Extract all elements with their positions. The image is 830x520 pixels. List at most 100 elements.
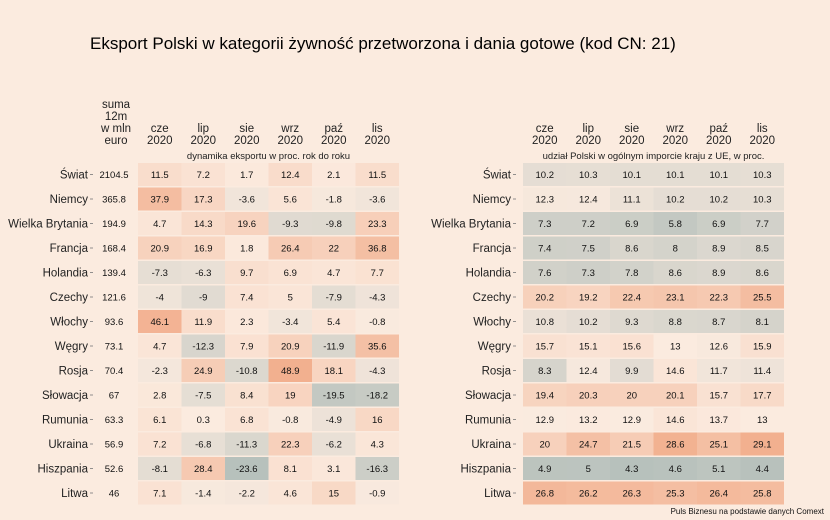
heatmap-cell bbox=[610, 432, 654, 456]
cell-value: 20.9 bbox=[151, 244, 170, 255]
heatmap-cell bbox=[653, 163, 697, 186]
cell-value: -7.9 bbox=[326, 293, 342, 304]
cell-value: 7.5 bbox=[582, 244, 595, 255]
sum-header: suma bbox=[102, 99, 131, 111]
row-label: Włochy bbox=[473, 317, 511, 329]
heatmap-cell bbox=[740, 457, 784, 480]
row-label: Ukraina bbox=[471, 439, 511, 451]
cell-value: -0.8 bbox=[369, 317, 385, 328]
row-label: Hiszpania bbox=[461, 464, 512, 476]
cell-value: 8.6 bbox=[625, 244, 638, 255]
cell-value: 23.3 bbox=[368, 219, 387, 230]
cell-value: 36.8 bbox=[368, 244, 387, 255]
column-header: 2020 bbox=[364, 135, 390, 147]
sum-value: 63.3 bbox=[105, 415, 124, 426]
cell-value: 13.7 bbox=[710, 415, 729, 426]
cell-value: 24.7 bbox=[579, 440, 598, 451]
cell-value: 5.6 bbox=[284, 195, 297, 206]
heatmap-cell bbox=[312, 432, 356, 456]
cell-value: 11.5 bbox=[151, 170, 169, 181]
cell-value: 6.9 bbox=[712, 219, 725, 230]
heatmap-cell bbox=[268, 334, 312, 358]
heatmap-cell bbox=[225, 261, 269, 284]
heatmap-cell bbox=[740, 432, 784, 456]
heatmap-cell bbox=[697, 383, 741, 407]
column-header: 2020 bbox=[749, 135, 775, 147]
cell-value: 7.8 bbox=[625, 268, 638, 279]
heatmap-cell bbox=[138, 432, 182, 456]
cell-value: 5.1 bbox=[712, 464, 725, 475]
heatmap-cell bbox=[138, 285, 182, 309]
row-label: Świat bbox=[60, 169, 89, 182]
column-header: 2020 bbox=[147, 135, 173, 147]
cell-value: 24.9 bbox=[194, 366, 213, 377]
cell-value: -4 bbox=[156, 293, 164, 304]
heatmap-cell bbox=[523, 383, 567, 407]
heatmap-cell bbox=[181, 457, 225, 480]
sum-header: euro bbox=[104, 135, 127, 147]
sum-header: 12m bbox=[105, 111, 127, 123]
heatmap-cell bbox=[181, 481, 225, 505]
row-label: Węgry bbox=[478, 341, 511, 353]
heatmap-cell bbox=[268, 163, 312, 186]
cell-value: 25.3 bbox=[666, 489, 685, 500]
cell-value: 10.1 bbox=[666, 170, 685, 181]
row-label: Litwa bbox=[61, 488, 88, 500]
cell-value: 1.8 bbox=[240, 244, 253, 255]
cell-value: 7.1 bbox=[153, 489, 166, 500]
heatmap-cell bbox=[523, 310, 567, 333]
cell-value: 10.3 bbox=[579, 170, 598, 181]
heatmap-cell bbox=[312, 187, 356, 211]
heatmap-cell bbox=[138, 212, 182, 235]
cell-value: 10.1 bbox=[710, 170, 729, 181]
cell-value: -16.3 bbox=[366, 464, 388, 475]
column-header: wrz bbox=[665, 123, 684, 135]
column-header: cze bbox=[151, 123, 169, 135]
heatmap-cell bbox=[268, 432, 312, 456]
row-label: Holandia bbox=[466, 268, 512, 280]
heatmap-cell bbox=[523, 481, 567, 505]
heatmap-cell bbox=[225, 359, 269, 382]
cell-value: 15.7 bbox=[536, 342, 555, 353]
cell-value: 4.3 bbox=[625, 464, 638, 475]
cell-value: 23.1 bbox=[666, 293, 685, 304]
column-header: paź bbox=[324, 123, 343, 135]
cell-value: -1.4 bbox=[195, 489, 211, 500]
heatmap-cell bbox=[138, 187, 182, 211]
cell-value: 35.6 bbox=[368, 342, 387, 353]
heatmap-cell bbox=[566, 408, 610, 431]
cell-value: 22.4 bbox=[623, 293, 642, 304]
heatmap-cell bbox=[653, 457, 697, 480]
heatmap-cell bbox=[697, 261, 741, 284]
heatmap-cell bbox=[312, 261, 356, 284]
heatmap-cell bbox=[355, 432, 399, 456]
heatmap-cell bbox=[697, 457, 741, 480]
row-label: Wielka Brytania bbox=[8, 219, 88, 231]
column-header: 2020 bbox=[234, 135, 260, 147]
cell-value: 4.7 bbox=[327, 268, 340, 279]
cell-value: 3.1 bbox=[327, 464, 340, 475]
column-header: 2020 bbox=[277, 135, 303, 147]
heatmap-cell bbox=[566, 457, 610, 480]
chart-title: Eksport Polski w kategorii żywność przet… bbox=[90, 34, 676, 53]
cell-value: 4.9 bbox=[538, 464, 551, 475]
cell-value: -4.3 bbox=[369, 366, 385, 377]
heatmap-cell bbox=[225, 383, 269, 407]
row-label: Francja bbox=[50, 243, 89, 255]
panel-subtitle: dynamika eksportu w proc. rok do roku bbox=[187, 151, 350, 162]
cell-value: 21.5 bbox=[623, 440, 642, 451]
row-label: Rosja bbox=[59, 366, 89, 378]
sum-value: 194.9 bbox=[102, 219, 126, 230]
row-label: Niemcy bbox=[50, 194, 89, 206]
heatmap-cell bbox=[523, 163, 567, 186]
cell-value: 20.2 bbox=[536, 293, 555, 304]
heatmap-cell bbox=[697, 310, 741, 333]
cell-value: 26.4 bbox=[281, 244, 300, 255]
heatmap-cell bbox=[312, 212, 356, 235]
cell-value: 11.4 bbox=[753, 366, 771, 377]
cell-value: 19.2 bbox=[579, 293, 598, 304]
sum-value: 365.8 bbox=[102, 195, 126, 206]
heatmap-cell bbox=[181, 432, 225, 456]
heatmap-cell bbox=[610, 383, 654, 407]
cell-value: 7.3 bbox=[538, 219, 551, 230]
